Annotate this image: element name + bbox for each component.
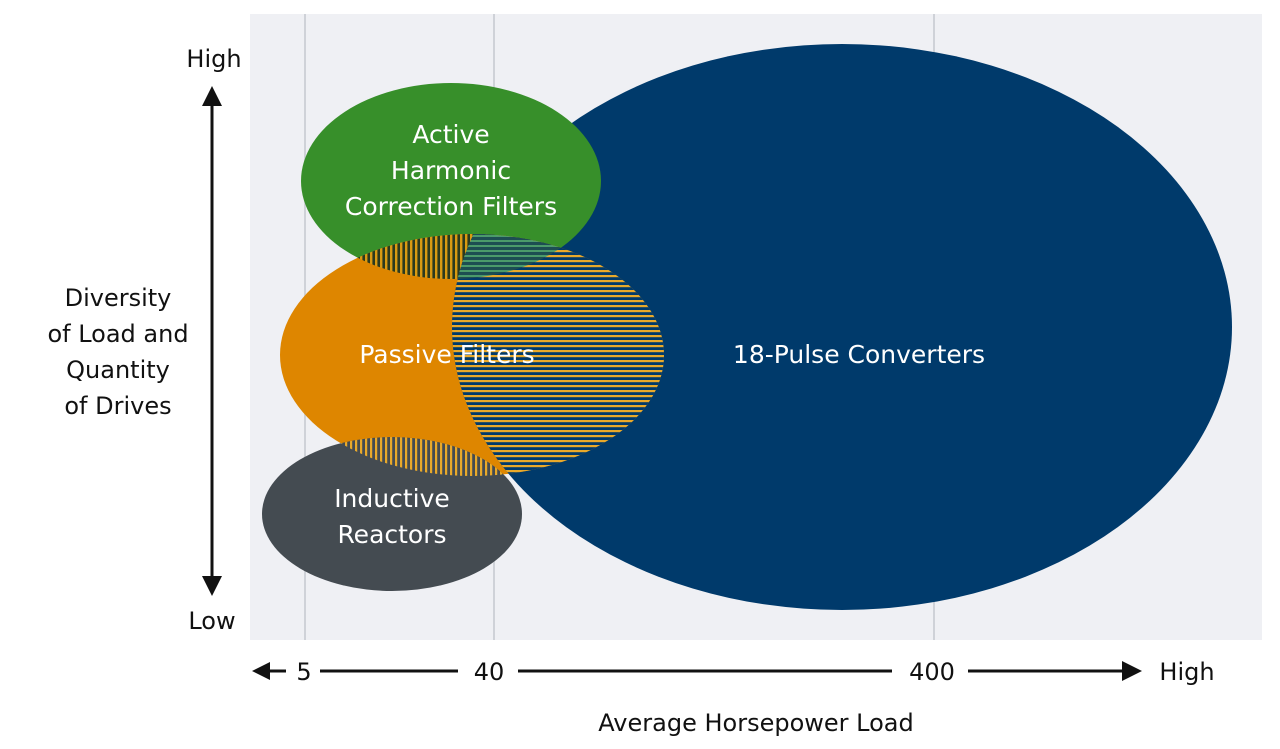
- y-title-line-2: of Load and: [47, 320, 188, 348]
- y-axis-low-label: Low: [188, 607, 235, 635]
- pulse-label-line-1: 18-Pulse Converters: [733, 340, 985, 369]
- y-axis-high-label: High: [186, 45, 241, 73]
- x-tick-400: 400: [909, 658, 955, 686]
- y-title-line-3: Quantity: [66, 356, 170, 384]
- x-axis-arrow: [252, 661, 1142, 681]
- region-active-harmonic-filters: [301, 83, 601, 279]
- active-label-line-3: Correction Filters: [345, 192, 557, 221]
- label-inductive-reactors: Inductive Reactors: [334, 484, 450, 549]
- inductive-label-line-2: Reactors: [337, 520, 446, 549]
- y-title-line-4: of Drives: [64, 392, 171, 420]
- x-tick-5: 5: [296, 658, 311, 686]
- y-axis-arrow: [202, 86, 222, 596]
- x-tick-40: 40: [474, 658, 505, 686]
- y-title-line-1: Diversity: [65, 284, 172, 312]
- label-18-pulse-converters: 18-Pulse Converters: [733, 340, 985, 369]
- active-label-line-1: Active: [412, 120, 489, 149]
- y-axis-title: Diversity of Load and Quantity of Drives: [47, 284, 188, 420]
- passive-label-line-1: Passive Filters: [359, 340, 534, 369]
- x-axis-high-label: High: [1159, 658, 1214, 686]
- inductive-label-line-1: Inductive: [334, 484, 450, 513]
- active-label-line-2: Harmonic: [391, 156, 511, 185]
- x-axis-title: Average Horsepower Load: [598, 709, 913, 737]
- label-passive-filters: Passive Filters: [359, 340, 534, 369]
- region-18-pulse-converters: [452, 44, 1232, 610]
- label-active-harmonic-filters: Active Harmonic Correction Filters: [345, 120, 557, 221]
